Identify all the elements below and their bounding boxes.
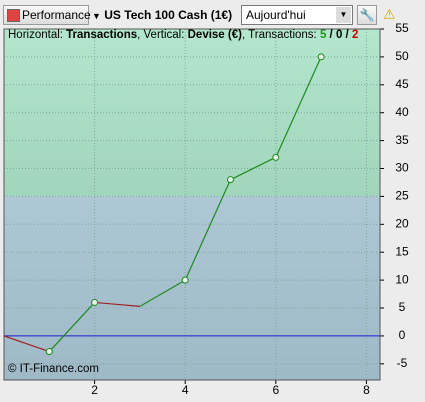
header-part: / bbox=[326, 29, 336, 41]
y-tick-label: 45 bbox=[395, 77, 409, 91]
equity-segment bbox=[139, 279, 186, 307]
y-tick-label: 10 bbox=[395, 272, 409, 286]
trade-marker bbox=[181, 276, 189, 284]
chart-header: Horizontal: Transactions, Vertical: Devi… bbox=[8, 29, 358, 41]
x-tick-label: 2 bbox=[91, 383, 98, 397]
header-part: Horizontal: bbox=[8, 29, 67, 41]
warning-icon[interactable]: ⚠ bbox=[383, 6, 396, 22]
y-tick-label: -5 bbox=[397, 356, 408, 370]
equity-segment bbox=[184, 179, 232, 281]
header-part: / bbox=[342, 29, 352, 41]
header-part: , Vertical: bbox=[137, 29, 188, 41]
header-part: , Transactions: bbox=[241, 29, 320, 41]
header-part: 5 bbox=[319, 29, 327, 41]
equity-segment bbox=[94, 301, 140, 307]
settings-button[interactable]: 🔧 bbox=[357, 5, 377, 25]
y-tick-label: 55 bbox=[395, 21, 409, 35]
y-tick-label: 15 bbox=[395, 244, 409, 258]
trade-marker bbox=[227, 176, 235, 184]
performance-button[interactable]: Performance bbox=[3, 5, 91, 25]
shade bbox=[4, 29, 380, 380]
equity-segment bbox=[48, 302, 96, 352]
y-tick-label: 50 bbox=[395, 49, 409, 63]
y-tick-label: 0 bbox=[399, 328, 406, 342]
x-tick-label: 6 bbox=[272, 383, 279, 397]
header-part: 2 bbox=[351, 29, 359, 41]
footer: © IT-Finance.com bbox=[8, 363, 99, 375]
trade-marker bbox=[317, 53, 325, 61]
header-part: 0 bbox=[335, 29, 343, 41]
x-tick-label: 4 bbox=[182, 383, 189, 397]
header-part: Transactions bbox=[66, 29, 138, 41]
trade-marker bbox=[45, 348, 53, 356]
performance-label: Performance bbox=[22, 8, 91, 22]
instrument-selector[interactable]: ▼ US Tech 100 Cash (1€) bbox=[92, 5, 232, 25]
y-tick-label: 30 bbox=[395, 161, 409, 175]
y-tick-label: 25 bbox=[395, 189, 409, 203]
y-tick-label: 40 bbox=[395, 105, 409, 119]
trade-marker bbox=[272, 153, 280, 161]
checkbox-icon bbox=[7, 9, 20, 22]
equity-segment bbox=[230, 156, 277, 181]
equity-segment bbox=[3, 335, 50, 353]
trade-marker bbox=[91, 298, 99, 306]
instrument-label: US Tech 100 Cash (1€) bbox=[104, 8, 233, 22]
header-part: Devise (€) bbox=[187, 29, 242, 41]
x-tick-label: 8 bbox=[363, 383, 370, 397]
plot-border bbox=[3, 28, 381, 381]
dropdown-arrow: ▼ bbox=[92, 11, 101, 21]
equity-segment bbox=[275, 56, 322, 158]
period-selector[interactable]: Aujourd'hui ▼ bbox=[241, 5, 353, 25]
y-tick-label: 20 bbox=[395, 216, 409, 230]
period-label: Aujourd'hui bbox=[246, 8, 306, 22]
dropdown-arrow: ▼ bbox=[336, 7, 351, 23]
y-tick-label: 35 bbox=[395, 133, 409, 147]
y-tick-label: 5 bbox=[399, 300, 406, 314]
